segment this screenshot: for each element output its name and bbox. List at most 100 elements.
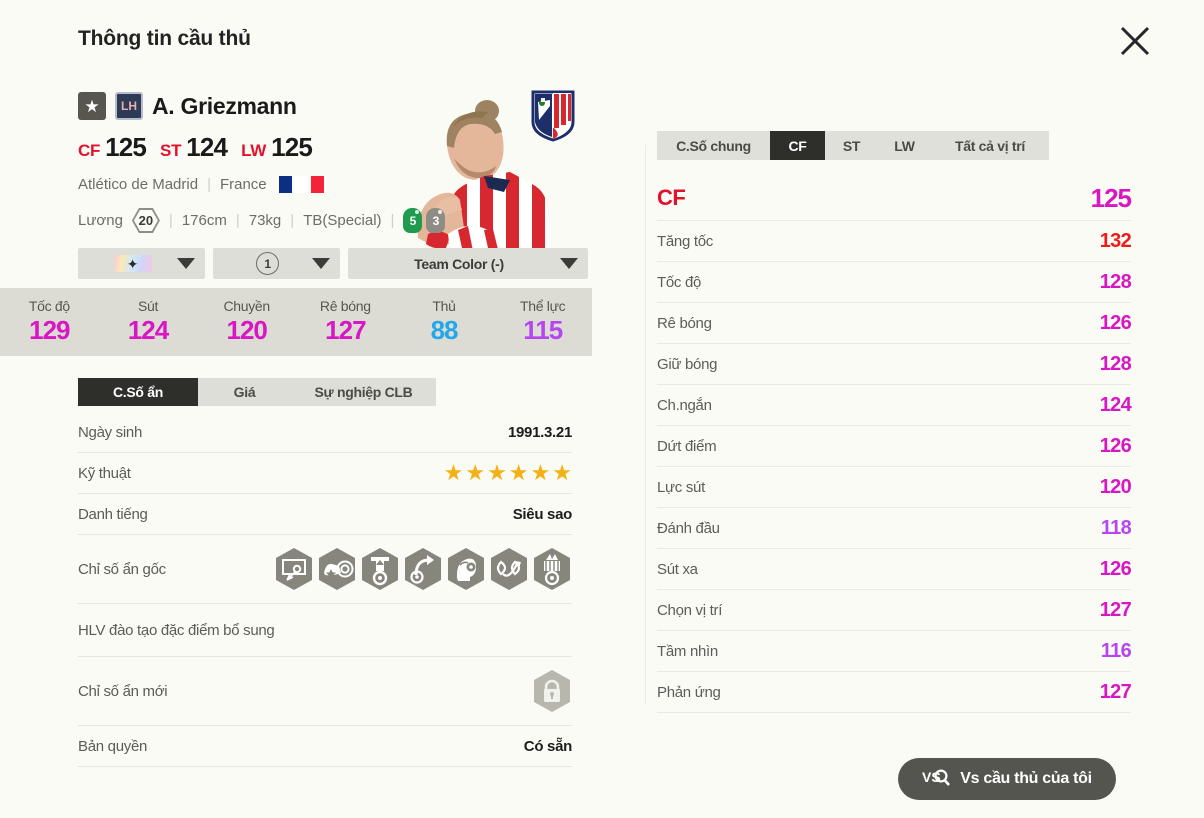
- tab-club-career[interactable]: Sự nghiệp CLB: [314, 384, 413, 400]
- tab-all-positions[interactable]: Tất cả vị trí: [954, 137, 1026, 154]
- position-stat-list: CF 125 Tăng tốc 132 Tốc độ 128 Rê bóng 126 …: [657, 176, 1132, 713]
- star-icon: ★: [552, 460, 572, 485]
- chevron-down-icon: [312, 258, 330, 269]
- dropdown-row: 1 Team Color (-): [78, 248, 588, 279]
- lock-icon: [532, 669, 572, 713]
- stat-row: Chọn vị trí 127: [657, 590, 1132, 631]
- summary-stat-label: Thể lực: [519, 298, 566, 314]
- panel-divider: [645, 145, 646, 705]
- summary-stat-label: Thủ: [432, 298, 456, 314]
- star-icon: ★: [530, 460, 551, 485]
- vs-my-player-button[interactable]: VS Vs cầu thủ của tôi: [898, 758, 1116, 800]
- star-icon: ★: [465, 460, 486, 485]
- stat-label: Tầm nhìn: [657, 642, 718, 660]
- team-color-dropdown[interactable]: Team Color (-): [348, 248, 588, 279]
- tab-general-stats[interactable]: C.Số chung: [676, 137, 751, 154]
- info-label: HLV đào tạo đặc điểm bổ sung: [78, 621, 275, 639]
- stat-row: Giữ bóng 128: [657, 344, 1132, 385]
- stat-value: 127: [1099, 598, 1132, 621]
- vs-search-icon: VS: [922, 765, 951, 794]
- divider: |: [290, 212, 295, 229]
- stat-row: Tăng tốc 132: [657, 221, 1132, 262]
- club-nation-row: Atlético de Madrid | France: [78, 176, 324, 193]
- stat-row: Tốc độ 128: [657, 262, 1132, 303]
- summary-stat-value: 88: [430, 315, 459, 345]
- summary-stat-label: Sút: [137, 298, 159, 314]
- technique-stars: ★ ★ ★ ★ ★ ★: [444, 462, 572, 484]
- tab-price[interactable]: Giá: [233, 384, 256, 400]
- stat-label: Đánh đầu: [657, 519, 720, 537]
- summary-stat: Chuyền 120: [197, 298, 296, 346]
- stat-row: Tầm nhìn 116: [657, 631, 1132, 672]
- style-dropdown[interactable]: [78, 248, 205, 279]
- star-icon: ★: [443, 460, 464, 485]
- info-row-reputation: Danh tiếng Siêu sao: [78, 494, 572, 535]
- goal-shot-icon: [274, 547, 314, 591]
- chevron-down-icon: [177, 258, 195, 269]
- info-label: Bản quyền: [78, 737, 148, 755]
- info-label: Danh tiếng: [78, 505, 148, 523]
- stat-row-header: CF 125: [657, 176, 1132, 221]
- tab-lw[interactable]: LW: [894, 137, 915, 154]
- wage-value: 20: [138, 213, 154, 228]
- position-value-cf: 125: [105, 132, 147, 162]
- nation-name: France: [219, 176, 267, 193]
- france-flag-icon: [278, 176, 324, 193]
- stat-value: 124: [1099, 393, 1132, 416]
- stat-row: Phản ứng 127: [657, 672, 1132, 713]
- wage-hex-badge: 20: [131, 208, 160, 233]
- foot-badge: LH: [115, 92, 143, 120]
- chain-pass-icon: [489, 547, 529, 591]
- tab-cf[interactable]: CF: [770, 131, 825, 160]
- right-panel: C.Số chung CF ST LW Tất cả vị trí CF 125…: [645, 78, 1204, 818]
- stat-row: Sút xa 126: [657, 549, 1132, 590]
- star-icon[interactable]: ★: [78, 92, 106, 120]
- info-list: Ngày sinh 1991.3.21 Kỹ thuật ★ ★ ★ ★ ★ ★ Danh…: [78, 412, 572, 767]
- barricade-icon: [532, 547, 572, 591]
- stat-label: CF: [657, 185, 686, 210]
- level-value: 1: [256, 252, 279, 275]
- foot-rating-badges: 5 3: [403, 208, 446, 233]
- summary-stat-value: 120: [226, 315, 267, 345]
- foot-type: TB(Special): [303, 212, 382, 229]
- position-ratings: CF 125 ST 124 LW 125: [78, 132, 326, 163]
- star-icon: ★: [487, 460, 507, 485]
- atletico-madrid-crest-icon: [530, 90, 576, 142]
- stat-value: 116: [1100, 639, 1132, 662]
- stat-value: 127: [1099, 680, 1132, 703]
- divider: |: [207, 176, 211, 193]
- tab-st[interactable]: ST: [842, 137, 861, 154]
- stat-value: 126: [1099, 557, 1132, 580]
- close-icon[interactable]: [1112, 18, 1158, 64]
- divider: |: [235, 212, 240, 229]
- vs-button-label: Vs cầu thủ của tôi: [960, 770, 1092, 787]
- stat-label: Tăng tốc: [657, 232, 713, 250]
- tab-hidden-stats[interactable]: C.Số ẩn: [78, 378, 198, 406]
- hidden-base-icons: [274, 547, 572, 591]
- stat-value: 128: [1099, 352, 1132, 375]
- stat-row: Dứt điểm 126: [657, 426, 1132, 467]
- summary-stat-label: Chuyền: [223, 298, 270, 314]
- player-name-row: ★ LH A. Griezmann: [78, 92, 297, 120]
- level-dropdown[interactable]: 1: [213, 248, 340, 279]
- wage-label: Lương: [78, 212, 123, 229]
- stat-label: Lực sút: [657, 478, 705, 496]
- star-icon: ★: [508, 460, 529, 485]
- summary-stat-value: 129: [29, 315, 70, 345]
- position-tag-cf: CF: [78, 141, 101, 160]
- divider: |: [390, 212, 395, 229]
- page-title: Thông tin cầu thủ: [78, 27, 251, 50]
- stat-label: Ch.ngắn: [657, 396, 712, 414]
- summary-stat-value: 124: [127, 315, 169, 345]
- info-row-hidden-base: Chỉ số ẩn gốc: [78, 535, 572, 604]
- stat-label: Phản ứng: [657, 683, 721, 701]
- position-value-st: 124: [186, 132, 228, 162]
- stat-row: Ch.ngắn 124: [657, 385, 1132, 426]
- summary-stat: Thủ 88: [395, 298, 494, 346]
- info-row-hidden-new: Chỉ số ẩn mới: [78, 657, 572, 726]
- position-tag-st: ST: [160, 141, 182, 160]
- position-value-lw: 125: [271, 132, 313, 162]
- stat-label: Tốc độ: [657, 273, 702, 291]
- player-height: 176cm: [181, 212, 227, 229]
